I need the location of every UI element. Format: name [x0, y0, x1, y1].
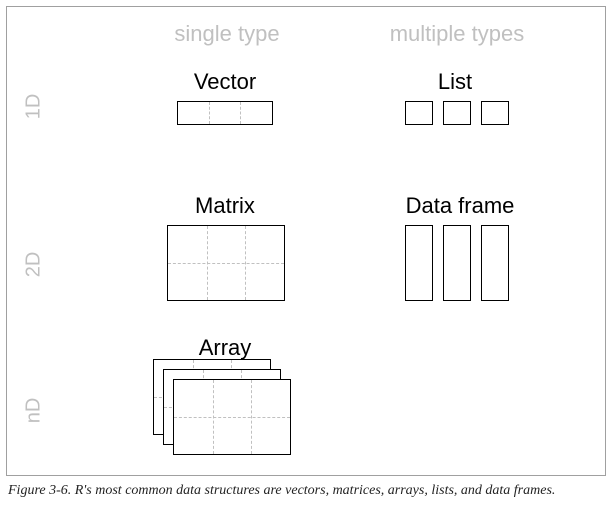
- diagram-frame: single type multiple types 1D 2D nD Vect…: [6, 6, 606, 476]
- shape-dataframe: [405, 225, 509, 301]
- row-label-1d: 1D: [22, 94, 45, 120]
- df-column: [481, 225, 509, 301]
- shape-matrix: [167, 225, 285, 301]
- title-array: Array: [155, 335, 295, 361]
- figure-caption: Figure 3-6. R's most common data structu…: [8, 482, 604, 501]
- col-header-multiple: multiple types: [367, 21, 547, 47]
- list-box: [405, 101, 433, 125]
- title-matrix: Matrix: [155, 193, 295, 219]
- title-dataframe: Data frame: [385, 193, 535, 219]
- title-vector: Vector: [155, 69, 295, 95]
- title-list: List: [395, 69, 515, 95]
- array-layer: [173, 379, 291, 455]
- shape-array: [153, 359, 303, 459]
- list-box: [443, 101, 471, 125]
- row-label-2d: 2D: [22, 252, 45, 278]
- shape-vector: [177, 101, 273, 125]
- row-label-nd: nD: [22, 398, 45, 424]
- shape-list: [405, 101, 509, 125]
- df-column: [443, 225, 471, 301]
- list-box: [481, 101, 509, 125]
- col-header-single: single type: [147, 21, 307, 47]
- df-column: [405, 225, 433, 301]
